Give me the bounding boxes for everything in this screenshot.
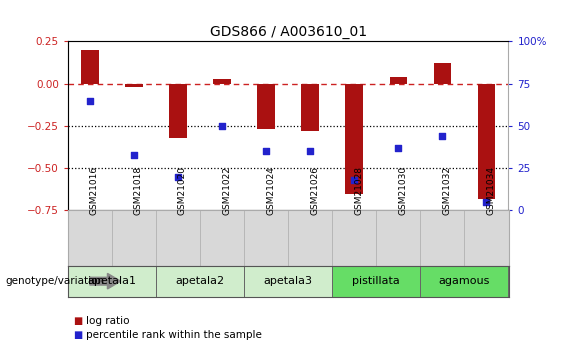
Text: GSM21018: GSM21018 bbox=[134, 166, 143, 215]
Text: log ratio: log ratio bbox=[86, 316, 129, 326]
Bar bbox=[433, 63, 451, 83]
FancyArrow shape bbox=[90, 273, 121, 289]
Text: GSM21026: GSM21026 bbox=[310, 166, 319, 215]
Bar bbox=[301, 83, 319, 131]
Bar bbox=[389, 77, 407, 83]
Bar bbox=[125, 83, 143, 87]
Point bbox=[306, 148, 315, 154]
Text: GSM21024: GSM21024 bbox=[266, 166, 275, 215]
Bar bbox=[156, 266, 244, 297]
Text: ■: ■ bbox=[73, 316, 82, 326]
Point bbox=[262, 148, 271, 154]
Point bbox=[129, 152, 138, 157]
Point bbox=[350, 177, 359, 183]
Text: GSM21028: GSM21028 bbox=[354, 166, 363, 215]
Text: apetala2: apetala2 bbox=[176, 276, 224, 286]
Text: agamous: agamous bbox=[439, 276, 490, 286]
Bar bbox=[345, 83, 363, 194]
Point bbox=[394, 145, 403, 151]
Text: percentile rank within the sample: percentile rank within the sample bbox=[86, 330, 262, 339]
Text: GSM21020: GSM21020 bbox=[178, 166, 187, 215]
Bar bbox=[477, 83, 496, 199]
Text: GSM21030: GSM21030 bbox=[398, 166, 407, 215]
Point bbox=[173, 174, 182, 179]
Text: GSM21034: GSM21034 bbox=[486, 166, 496, 215]
Title: GDS866 / A003610_01: GDS866 / A003610_01 bbox=[210, 25, 367, 39]
Bar bbox=[213, 79, 231, 83]
Text: ■: ■ bbox=[73, 330, 82, 339]
Text: apetala3: apetala3 bbox=[264, 276, 312, 286]
Bar bbox=[169, 83, 187, 138]
Point bbox=[218, 123, 227, 129]
Point bbox=[85, 98, 94, 104]
Text: GSM21016: GSM21016 bbox=[90, 166, 99, 215]
Text: pistillata: pistillata bbox=[353, 276, 400, 286]
Text: apetala1: apetala1 bbox=[88, 276, 136, 286]
Bar bbox=[68, 266, 156, 297]
Text: GSM21032: GSM21032 bbox=[442, 166, 451, 215]
Bar bbox=[257, 83, 275, 129]
Text: GSM21022: GSM21022 bbox=[222, 166, 231, 215]
Point bbox=[482, 199, 491, 205]
Bar bbox=[332, 266, 420, 297]
Bar bbox=[81, 50, 99, 83]
Bar bbox=[244, 266, 332, 297]
Text: genotype/variation: genotype/variation bbox=[6, 276, 105, 286]
Bar bbox=[420, 266, 508, 297]
Point bbox=[438, 133, 447, 139]
